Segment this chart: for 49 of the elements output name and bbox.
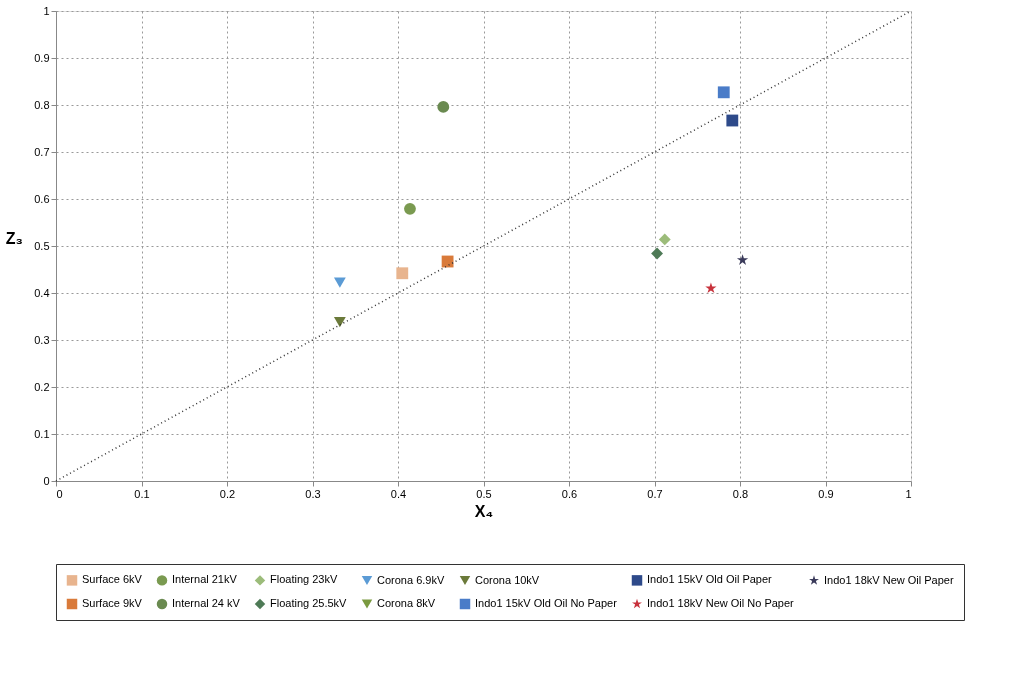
x-tick-label: 0 — [56, 487, 63, 500]
x-tick-label: 0.6 — [561, 487, 578, 500]
y-tick-label: 0.5 — [34, 239, 50, 252]
point — [736, 254, 749, 265]
legend-label: Corona 10kV — [475, 573, 540, 586]
point — [437, 100, 450, 113]
point — [404, 202, 416, 215]
point — [651, 247, 663, 260]
y-tick-label: 0 — [43, 474, 50, 487]
y-tick-label: 0.1 — [34, 427, 50, 440]
y-tick-label: 1 — [43, 4, 50, 17]
point — [717, 86, 730, 99]
legend-label: Surface 6kV — [82, 573, 143, 586]
y-axis-title: Z₃ — [5, 229, 23, 247]
legend-label: Internal 21kV — [172, 573, 238, 586]
point — [396, 267, 409, 280]
y-tick-label: 0.2 — [34, 380, 50, 393]
x-tick-label: 0.9 — [818, 487, 834, 500]
point — [441, 255, 454, 268]
x-tick-label: 0.1 — [134, 487, 150, 500]
legend-label: Internal 24 kV — [172, 597, 241, 609]
legend-label: Indo1 18kV New Oil No Paper — [647, 597, 795, 609]
x-tick-label: 0.7 — [647, 487, 663, 500]
y-tick-label: 0.7 — [34, 145, 50, 158]
legend-label: Indo1 15kV Old Oil No Paper — [475, 597, 618, 609]
point — [333, 317, 346, 328]
legend-label: Indo1 15kV Old Oil Paper — [647, 573, 773, 586]
point — [333, 277, 346, 288]
y-tick-label: 0.4 — [34, 286, 50, 299]
legend-label: Surface 9kV — [82, 597, 143, 609]
legend-label: Corona 6.9kV — [377, 573, 445, 586]
legend-label: Indo1 18kV New Oil Paper — [824, 573, 954, 586]
x-tick-label: 0.2 — [219, 487, 236, 500]
x-tick-label: 0.4 — [390, 487, 407, 500]
legend-label: Floating 25.5kV — [270, 597, 348, 609]
x-tick-label: 1 — [905, 487, 912, 500]
y-tick-label: 0.6 — [34, 192, 50, 205]
x-tick-label: 0.5 — [476, 487, 492, 500]
legend-label: Corona 8kV — [377, 597, 436, 609]
legend-label: Floating 23kV — [270, 573, 338, 586]
y-tick-label: 0.8 — [34, 98, 50, 111]
point — [726, 114, 739, 127]
y-tick-label: 0.9 — [34, 51, 50, 64]
point — [658, 233, 671, 246]
y-tick-label: 0.3 — [34, 333, 50, 346]
x-tick-label: 0.3 — [305, 487, 321, 500]
x-axis-title: X₄ — [474, 502, 494, 520]
x-tick-label: 0.8 — [732, 487, 749, 500]
point — [705, 282, 717, 294]
